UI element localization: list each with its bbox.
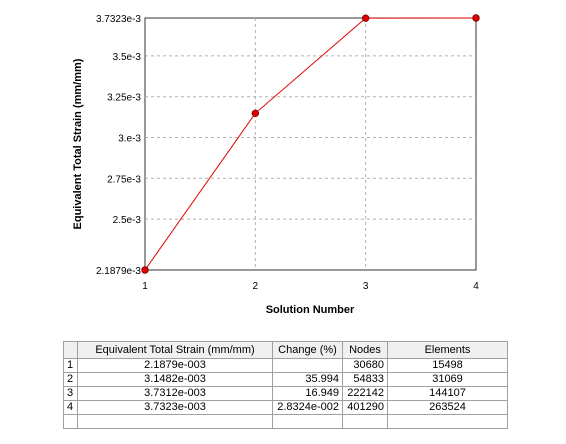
change-cell: 35.994: [272, 372, 343, 387]
series-line: [144, 17, 477, 271]
nodes-cell: 30680: [342, 358, 388, 373]
table-row: 1 2.1879e-003 30680 15498: [63, 358, 508, 373]
strain-cell: 3.7323e-003: [77, 400, 273, 415]
y-tick-label: 2.1879e-3: [96, 266, 141, 277]
x-axis-label: Solution Number: [266, 304, 355, 316]
strain-cell: 3.1482e-003: [77, 372, 273, 387]
strain-cell: 3.7312e-003: [77, 386, 273, 401]
y-tick-label: 2.75e-3: [107, 174, 141, 185]
elements-cell: 15498: [387, 358, 508, 373]
y-tick-label: 3.7323e-3: [96, 14, 141, 25]
row-index: 4: [63, 400, 78, 415]
convergence-table: Equivalent Total Strain (mm/mm) Change (…: [63, 341, 508, 429]
table-header-elements[interactable]: Elements: [387, 341, 508, 359]
table-row: 3 3.7312e-003 16.949 222142 144107: [63, 386, 508, 401]
change-cell: 16.949: [272, 386, 343, 401]
data-point: [472, 14, 480, 22]
y-tick-label: 3.25e-3: [107, 93, 141, 104]
x-tick-label: 4: [473, 281, 479, 292]
nodes-cell: 222142: [342, 386, 388, 401]
table-header-change[interactable]: Change (%): [272, 341, 343, 359]
change-cell: 2.8324e-002: [272, 400, 343, 415]
data-point: [361, 14, 370, 22]
x-axis-ticks: 1 2 3 4: [142, 281, 479, 292]
row-index: 3: [63, 386, 78, 401]
x-tick-label: 1: [142, 281, 148, 292]
plot-area: [144, 17, 477, 271]
y-axis-ticks: 2.1879e-3 2.5e-3 2.75e-3 3.e-3 3.25e-3 3.5e-3…: [96, 14, 141, 277]
table-header-nodes[interactable]: Nodes: [342, 341, 388, 359]
data-point: [141, 266, 149, 274]
y-tick-label: 3.5e-3: [113, 52, 142, 63]
row-index: 1: [63, 358, 78, 373]
elements-cell: 31069: [387, 372, 508, 387]
elements-cell: 144107: [387, 386, 508, 401]
x-tick-label: 3: [363, 281, 369, 292]
data-point: [251, 109, 260, 118]
y-tick-label: 3.e-3: [118, 133, 141, 144]
nodes-cell: 401290: [342, 400, 388, 415]
change-cell: [272, 358, 343, 373]
table-header-strain[interactable]: Equivalent Total Strain (mm/mm): [77, 341, 273, 359]
table-row: 4 3.7323e-003 2.8324e-002 401290 263524: [63, 400, 508, 415]
strain-cell: 2.1879e-003: [77, 358, 273, 373]
x-tick-label: 2: [253, 281, 259, 292]
row-index: 2: [63, 372, 78, 387]
series-layer: [141, 14, 480, 274]
y-axis-label: Equivalent Total Strain (mm/mm): [72, 58, 84, 229]
table-row: 2 3.1482e-003 35.994 54833 31069: [63, 372, 508, 387]
convergence-chart: 2.1879e-3 2.5e-3 2.75e-3 3.e-3 3.25e-3 3.5e-3…: [72, 14, 480, 316]
table-row-empty: [63, 414, 508, 429]
elements-cell: 263524: [387, 400, 508, 415]
y-tick-label: 2.5e-3: [113, 215, 142, 226]
table-header-index: [63, 341, 78, 359]
table-header-row: Equivalent Total Strain (mm/mm) Change (…: [63, 341, 508, 359]
nodes-cell: 54833: [342, 372, 388, 387]
grid-lines: [145, 18, 476, 270]
